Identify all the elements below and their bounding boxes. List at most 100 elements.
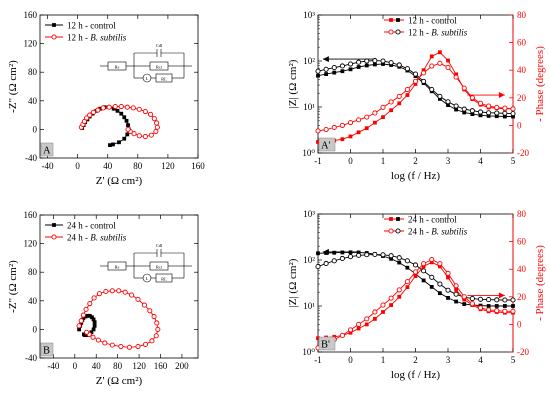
panel-label-box bbox=[318, 137, 336, 152]
data-point bbox=[413, 274, 418, 278]
data-point bbox=[356, 252, 362, 258]
legend-marker bbox=[52, 223, 56, 227]
panel-label: B' bbox=[321, 340, 330, 351]
right-y-tick-label: 40 bbox=[517, 264, 527, 274]
data-point bbox=[90, 315, 94, 320]
data-point bbox=[405, 93, 410, 97]
data-point bbox=[84, 329, 90, 335]
data-point bbox=[153, 128, 159, 135]
data-point bbox=[453, 291, 459, 297]
data-point bbox=[421, 68, 426, 73]
data-point bbox=[454, 288, 459, 292]
data-point bbox=[397, 260, 402, 265]
data-point bbox=[446, 58, 450, 63]
data-point bbox=[347, 327, 354, 333]
panel-label: A bbox=[43, 146, 51, 157]
data-point bbox=[477, 305, 484, 311]
data-point bbox=[389, 256, 394, 261]
data-point bbox=[315, 128, 321, 134]
data-point bbox=[421, 78, 427, 84]
y-tick-label: 160 bbox=[24, 10, 38, 20]
right-y-tick-label: 80 bbox=[517, 10, 527, 20]
data-point bbox=[154, 320, 160, 326]
nyquist-panel-a: -40 0 40 80 120 160 -40 0 40 80 120 160 Z' (Ω cm²) -Z… bbox=[7, 10, 205, 187]
data-point bbox=[154, 120, 160, 126]
data-point bbox=[380, 104, 386, 111]
data-point bbox=[87, 301, 93, 307]
data-point bbox=[397, 101, 402, 106]
y-tick-label: 40 bbox=[28, 296, 38, 306]
x-tick-label: 120 bbox=[132, 361, 146, 371]
data-point bbox=[115, 108, 120, 113]
data-point bbox=[404, 258, 410, 264]
data-point bbox=[486, 307, 492, 313]
x-tick-label: 40 bbox=[103, 161, 113, 171]
data-point bbox=[124, 118, 129, 123]
data-point bbox=[81, 118, 87, 125]
data-point bbox=[461, 106, 467, 112]
panel-label-box bbox=[40, 142, 54, 157]
data-point bbox=[421, 70, 427, 76]
data-point bbox=[356, 130, 361, 135]
bode-panel-a-prime: -1 0 1 2 3 4 5 10⁰ 10¹ 10² 10³ -20 0 20 40 60 80 log (f /… bbox=[287, 10, 546, 182]
data-point bbox=[340, 137, 345, 142]
data-point bbox=[92, 320, 97, 325]
data-point bbox=[356, 117, 362, 123]
data-point bbox=[136, 106, 142, 112]
legend-marker bbox=[388, 228, 394, 234]
x-axis-title: log (f / Hz) bbox=[391, 369, 441, 381]
right-y-tick-label: 60 bbox=[517, 237, 527, 247]
data-point bbox=[412, 78, 419, 84]
data-point bbox=[437, 281, 443, 287]
data-point bbox=[437, 291, 442, 296]
data-point bbox=[129, 292, 135, 298]
circuit-rct-label: Rct bbox=[156, 265, 163, 270]
data-point bbox=[78, 318, 84, 324]
data-point bbox=[372, 62, 377, 67]
right-y-tick-label: 20 bbox=[517, 292, 527, 302]
data-point bbox=[81, 316, 86, 320]
data-point bbox=[85, 313, 90, 318]
data-point bbox=[364, 63, 369, 68]
circuit-rs-label: Rs bbox=[115, 65, 120, 70]
x-tick-label: 0 bbox=[75, 161, 80, 171]
data-point bbox=[332, 70, 337, 75]
circuit-rct-label: Rct bbox=[156, 65, 163, 70]
data-point bbox=[109, 288, 115, 294]
y-tick-label: -40 bbox=[25, 153, 37, 163]
data-point bbox=[429, 63, 435, 69]
panel-label: B bbox=[43, 346, 50, 357]
data-point bbox=[413, 82, 418, 86]
axis-arrow-head bbox=[498, 92, 505, 99]
data-point bbox=[339, 255, 345, 262]
data-point bbox=[111, 142, 115, 147]
data-point bbox=[356, 321, 362, 327]
data-point bbox=[445, 270, 451, 276]
data-point bbox=[316, 73, 320, 78]
y-axis-title: -Z" (Ω cm²) bbox=[7, 60, 19, 113]
data-point bbox=[437, 93, 443, 99]
data-point bbox=[429, 256, 435, 263]
series-phase-3 bbox=[315, 256, 516, 351]
data-point bbox=[437, 261, 443, 267]
data-point bbox=[372, 251, 378, 258]
panel-label-box bbox=[318, 336, 336, 351]
data-point bbox=[381, 310, 385, 314]
series-12-h-control bbox=[80, 105, 131, 148]
data-point bbox=[462, 302, 467, 306]
x-tick-label: 1 bbox=[381, 355, 386, 365]
legend-marker bbox=[388, 29, 394, 35]
data-point bbox=[405, 265, 410, 270]
data-point bbox=[446, 295, 450, 300]
x-tick-label: -40 bbox=[42, 161, 54, 171]
y-tick-label: -40 bbox=[25, 353, 37, 363]
data-point bbox=[119, 111, 124, 116]
plot-frame bbox=[39, 214, 199, 359]
data-point bbox=[389, 303, 394, 307]
data-point bbox=[445, 287, 451, 293]
legend-marker bbox=[389, 217, 393, 221]
data-point bbox=[404, 279, 410, 285]
data-point bbox=[421, 278, 426, 283]
data-point bbox=[388, 295, 394, 301]
x-tick-label: 160 bbox=[191, 161, 205, 171]
